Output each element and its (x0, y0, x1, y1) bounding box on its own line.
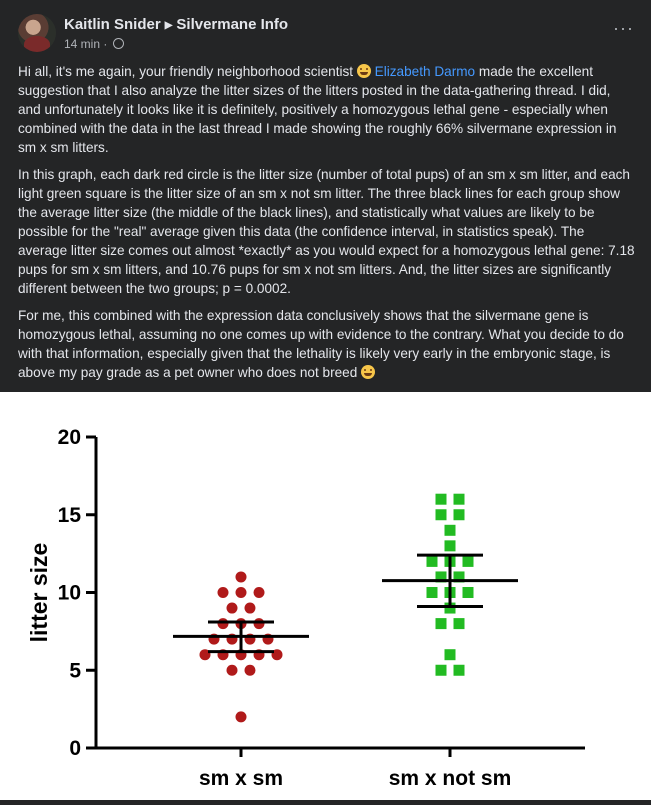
facebook-post: Kaitlin Snider ▶ Silvermane Info 14 min · … (0, 0, 651, 392)
data-point-circle (235, 571, 247, 583)
post-paragraph-3: For me, this combined with the expressio… (18, 308, 624, 380)
data-point-square (444, 602, 456, 614)
y-tick-label: 20 (58, 426, 81, 449)
data-point-square (426, 555, 438, 567)
more-options-button[interactable]: ··· (613, 18, 634, 38)
meta-separator: · (103, 37, 108, 51)
data-point-square (435, 493, 447, 505)
data-point-circle (217, 618, 229, 630)
data-point-circle (226, 602, 238, 614)
data-point-circle (226, 664, 238, 676)
data-point-circle (244, 664, 256, 676)
data-point-square (453, 571, 465, 583)
data-point-square (453, 618, 465, 630)
globe-icon[interactable] (112, 38, 124, 49)
data-point-circle (244, 602, 256, 614)
data-point-square (453, 493, 465, 505)
y-tick-label: 0 (69, 737, 81, 760)
data-point-circle (271, 649, 283, 661)
data-point-square (462, 555, 474, 567)
group-name[interactable]: Silvermane Info (176, 16, 289, 33)
data-point-square (444, 524, 456, 536)
data-point-circle (199, 649, 211, 661)
post-paragraph-2: In this graph, each dark red circle is t… (18, 167, 635, 296)
data-point-square (453, 664, 465, 676)
arrow-right-icon: ▶ (164, 20, 173, 31)
data-point-square (462, 587, 474, 598)
smiling-sweat-emoji-icon (361, 365, 376, 379)
post-paragraph-1: Hi all, it's me again, your friendly nei… (18, 64, 617, 155)
author-line: Kaitlin Snider ▶ Silvermane Info (64, 16, 288, 33)
x-tick-label: sm x sm (199, 767, 283, 790)
data-point-circle (253, 618, 265, 630)
data-point-square (453, 509, 465, 521)
data-point-square (435, 618, 447, 630)
y-tick-label: 10 (58, 582, 81, 605)
data-point-square (435, 509, 447, 521)
y-tick-label: 5 (69, 659, 81, 682)
post-timestamp[interactable]: 14 min (64, 37, 101, 51)
post-body: Hi all, it's me again, your friendly nei… (18, 62, 636, 390)
data-point-circle (235, 711, 247, 723)
y-tick-label: 15 (58, 504, 82, 527)
data-point-square (426, 587, 438, 598)
data-point-square (435, 571, 447, 583)
litter-size-chart: 0 5 10 15 20 sm x sm sm x not sm litter size (26, 426, 585, 790)
author-avatar[interactable] (18, 14, 56, 52)
y-axis-label: litter size (26, 543, 52, 643)
x-tick-label: sm x not sm (389, 767, 512, 790)
data-point-circle (253, 587, 265, 598)
mention-link[interactable]: Elizabeth Darmo (374, 64, 476, 79)
data-point-square (444, 540, 456, 552)
data-point-circle (235, 587, 247, 598)
author-name[interactable]: Kaitlin Snider (64, 16, 161, 33)
data-point-circle (217, 587, 229, 598)
post-meta: 14 min · (64, 37, 124, 51)
post-header: Kaitlin Snider ▶ Silvermane Info 14 min · … (18, 14, 638, 54)
data-point-square (444, 649, 456, 661)
data-point-square (435, 664, 447, 676)
smiling-sweat-emoji-icon (356, 64, 371, 78)
post-image-chart[interactable]: 0 5 10 15 20 sm x sm sm x not sm litter size (0, 392, 651, 800)
